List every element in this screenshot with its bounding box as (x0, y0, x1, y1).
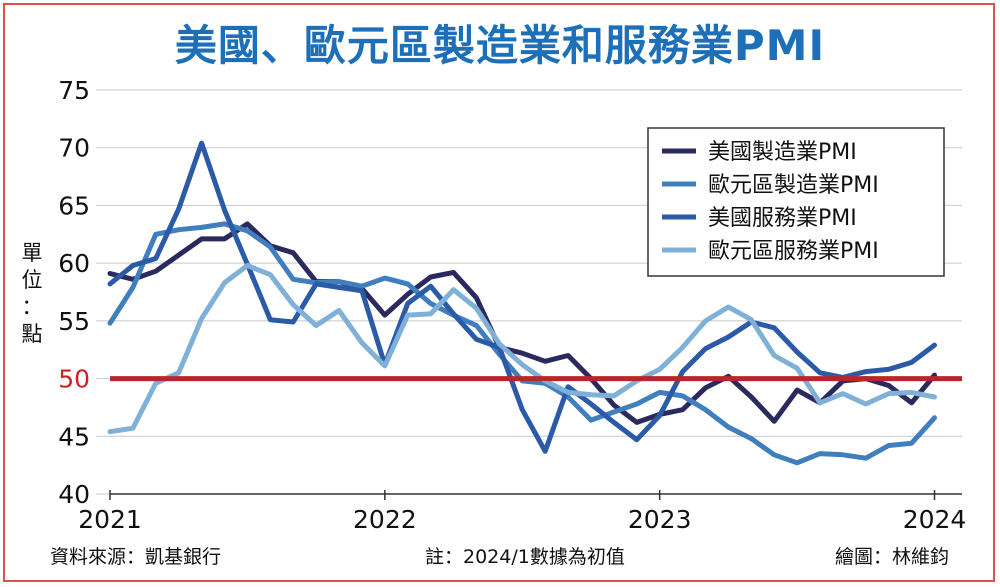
x-tick-label-2023: 2023 (628, 505, 692, 534)
x-tick-label-2024: 2024 (903, 505, 967, 534)
y-axis-label: 單位：點 (21, 241, 43, 346)
y-tick-label-45: 45 (58, 422, 90, 451)
legend: 美國製造業PMI 歐元區製造業PMI 美國服務業PMI 歐元區服務業PMI (647, 127, 945, 277)
legend-label-1: 美國製造業PMI (708, 140, 857, 165)
data-note: 註：2024/1數據為初值 (425, 546, 625, 568)
x-tick-label-2022: 2022 (353, 505, 417, 534)
source-note: 資料來源：凱基銀行 (50, 546, 222, 568)
y-tick-label-50: 50 (58, 365, 90, 394)
x-tick-label-2021: 2021 (78, 505, 142, 534)
y-tick-label-65: 65 (58, 191, 90, 220)
y-tick-label-55: 55 (58, 307, 90, 336)
series-line-1 (107, 221, 937, 425)
x-axis: 2021 2022 2023 2024 (78, 490, 966, 534)
y-tick-label-40: 40 (58, 480, 90, 509)
credit-note: 繪圖：林維鈞 (835, 546, 950, 568)
y-tick-label-75: 75 (58, 76, 90, 105)
legend-label-4: 歐元區服務業PMI (708, 239, 879, 264)
y-axis-ticks: 40 45 50 55 60 65 70 75 (58, 76, 90, 509)
y-tick-label-60: 60 (58, 249, 90, 278)
chart-frame (3, 3, 995, 582)
y-tick-label-70: 70 (58, 134, 90, 163)
legend-label-3: 美國服務業PMI (708, 206, 857, 231)
legend-label-2: 歐元區製造業PMI (708, 173, 879, 198)
series-line-4 (107, 263, 937, 435)
chart-title: 美國、歐元區製造業和服務業PMI (174, 21, 826, 70)
legend-box (647, 127, 945, 277)
